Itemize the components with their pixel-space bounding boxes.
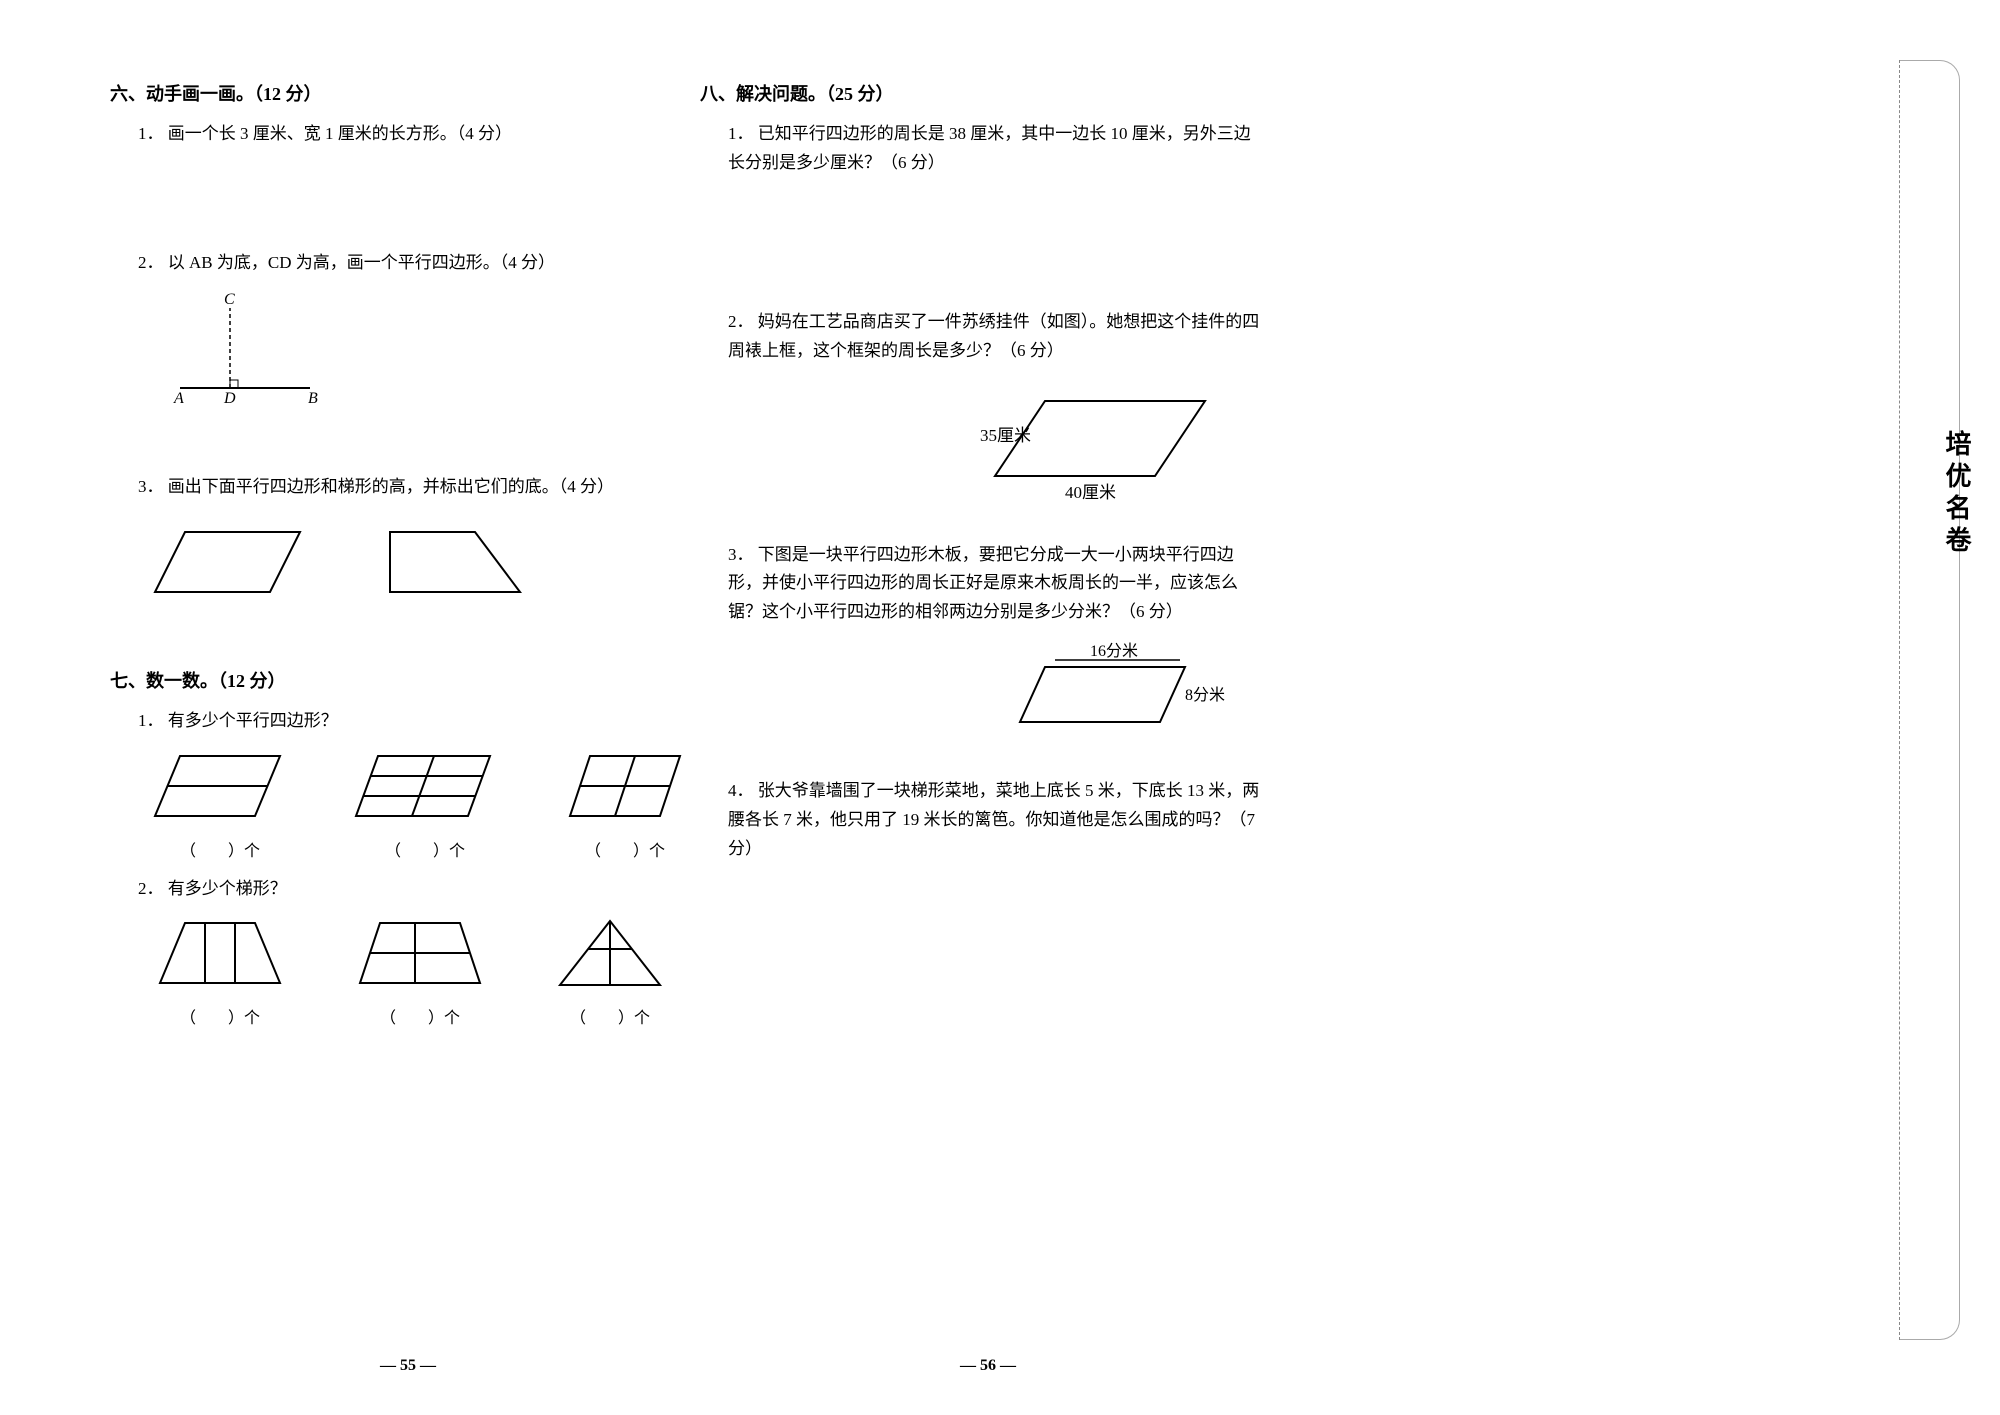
blank-3: （ ）个 — [560, 837, 690, 861]
q8-2-figure: 35厘米 40厘米 — [700, 386, 1230, 511]
q6-2-figure: A D B C — [160, 288, 330, 413]
section-7-title: 七、数一数。（12 分） — [110, 667, 670, 693]
trap-fig-1 — [150, 913, 290, 993]
label-b: B — [308, 390, 318, 407]
trapezoid-shape — [370, 522, 530, 607]
blank-4: （ ）个 — [150, 1004, 290, 1028]
q8-2-text: 妈妈在工艺品商店买了一件苏绣挂件（如图）。她想把这个挂件的四周裱上框，这个框架的… — [728, 312, 1259, 360]
q6-3-num: 3． — [138, 477, 164, 496]
page-number-left: — 55 — — [380, 1357, 436, 1375]
q6-3-figures — [150, 522, 670, 607]
q8-2-dim1: 35厘米 — [980, 426, 1031, 445]
q7-2-figures: （ ）个 （ ）个 （ ）个 — [150, 913, 670, 1028]
q7-1-num: 1． — [138, 711, 164, 730]
para-fig-2 — [350, 746, 500, 826]
q8-4-num: 4． — [728, 781, 754, 800]
q8-3-dim1: 16分米 — [1090, 642, 1138, 660]
para-fig-1 — [150, 746, 290, 826]
trap-fig-2 — [350, 913, 490, 993]
q6-3: 3． 画出下面平行四边形和梯形的高，并标出它们的底。（4 分） — [138, 473, 670, 502]
label-c: C — [224, 291, 235, 308]
q6-1: 1． 画一个长 3 厘米、宽 1 厘米的长方形。（4 分） — [138, 120, 670, 149]
q6-3-text: 画出下面平行四边形和梯形的高，并标出它们的底。（4 分） — [168, 477, 614, 496]
section-8-title: 八、解决问题。（25 分） — [700, 80, 1260, 106]
q6-2: 2． 以 AB 为底，CD 为高，画一个平行四边形。（4 分） — [138, 249, 670, 278]
q8-1-num: 1． — [728, 124, 754, 143]
q8-2-num: 2． — [728, 312, 754, 331]
section-6-title: 六、动手画一画。（12 分） — [110, 80, 670, 106]
q6-1-num: 1． — [138, 124, 164, 143]
q7-1: 1． 有多少个平行四边形？ — [138, 707, 670, 736]
side-border — [1900, 60, 1960, 1340]
blank-5: （ ）个 — [350, 1004, 490, 1028]
q8-2-dim2: 40厘米 — [1065, 483, 1116, 502]
q6-1-text: 画一个长 3 厘米、宽 1 厘米的长方形。（4 分） — [168, 124, 512, 143]
page-right: 八、解决问题。（25 分） 1． 已知平行四边形的周长是 38 厘米，其中一边长… — [700, 80, 1260, 874]
q8-1: 1． 已知平行四边形的周长是 38 厘米，其中一边长 10 厘米，另外三边长分别… — [728, 120, 1260, 178]
parallelogram-shape — [150, 522, 310, 607]
q8-3-dim2: 8分米 — [1185, 686, 1225, 704]
q8-3-text: 下图是一块平行四边形木板，要把它分成一大一小两块平行四边形，并使小平行四边形的周… — [728, 545, 1238, 622]
trap-fig-3 — [550, 913, 670, 993]
q8-4-text: 张大爷靠墙围了一块梯形菜地，菜地上底长 5 米，下底长 13 米，两腰各长 7 … — [728, 781, 1259, 858]
q7-1-figures: （ ）个 （ ）个 （ ）个 — [150, 746, 670, 861]
para-fig-3 — [560, 746, 690, 826]
q8-3-figure: 16分米 8分米 — [700, 642, 1230, 747]
q7-2-text: 有多少个梯形？ — [168, 879, 287, 898]
q8-3-num: 3． — [728, 545, 754, 564]
q6-2-num: 2． — [138, 253, 164, 272]
blank-6: （ ）个 — [550, 1004, 670, 1028]
label-a: A — [173, 390, 184, 407]
blank-2: （ ）个 — [350, 837, 500, 861]
label-d: D — [223, 390, 236, 407]
q8-2: 2． 妈妈在工艺品商店买了一件苏绣挂件（如图）。她想把这个挂件的四周裱上框，这个… — [728, 308, 1260, 366]
q7-1-text: 有多少个平行四边形？ — [168, 711, 338, 730]
q8-4: 4． 张大爷靠墙围了一块梯形菜地，菜地上底长 5 米，下底长 13 米，两腰各长… — [728, 777, 1260, 864]
q6-2-text: 以 AB 为底，CD 为高，画一个平行四边形。（4 分） — [168, 253, 555, 272]
page-left: 六、动手画一画。（12 分） 1． 画一个长 3 厘米、宽 1 厘米的长方形。（… — [110, 80, 670, 1028]
q8-1-text: 已知平行四边形的周长是 38 厘米，其中一边长 10 厘米，另外三边长分别是多少… — [728, 124, 1251, 172]
q7-2: 2． 有多少个梯形？ — [138, 875, 670, 904]
q7-2-num: 2． — [138, 879, 164, 898]
q8-3: 3． 下图是一块平行四边形木板，要把它分成一大一小两块平行四边形，并使小平行四边… — [728, 541, 1260, 628]
blank-1: （ ）个 — [150, 837, 290, 861]
side-badge: 培优名卷 — [1938, 430, 1975, 558]
page-number-right: — 56 — — [960, 1357, 1016, 1375]
